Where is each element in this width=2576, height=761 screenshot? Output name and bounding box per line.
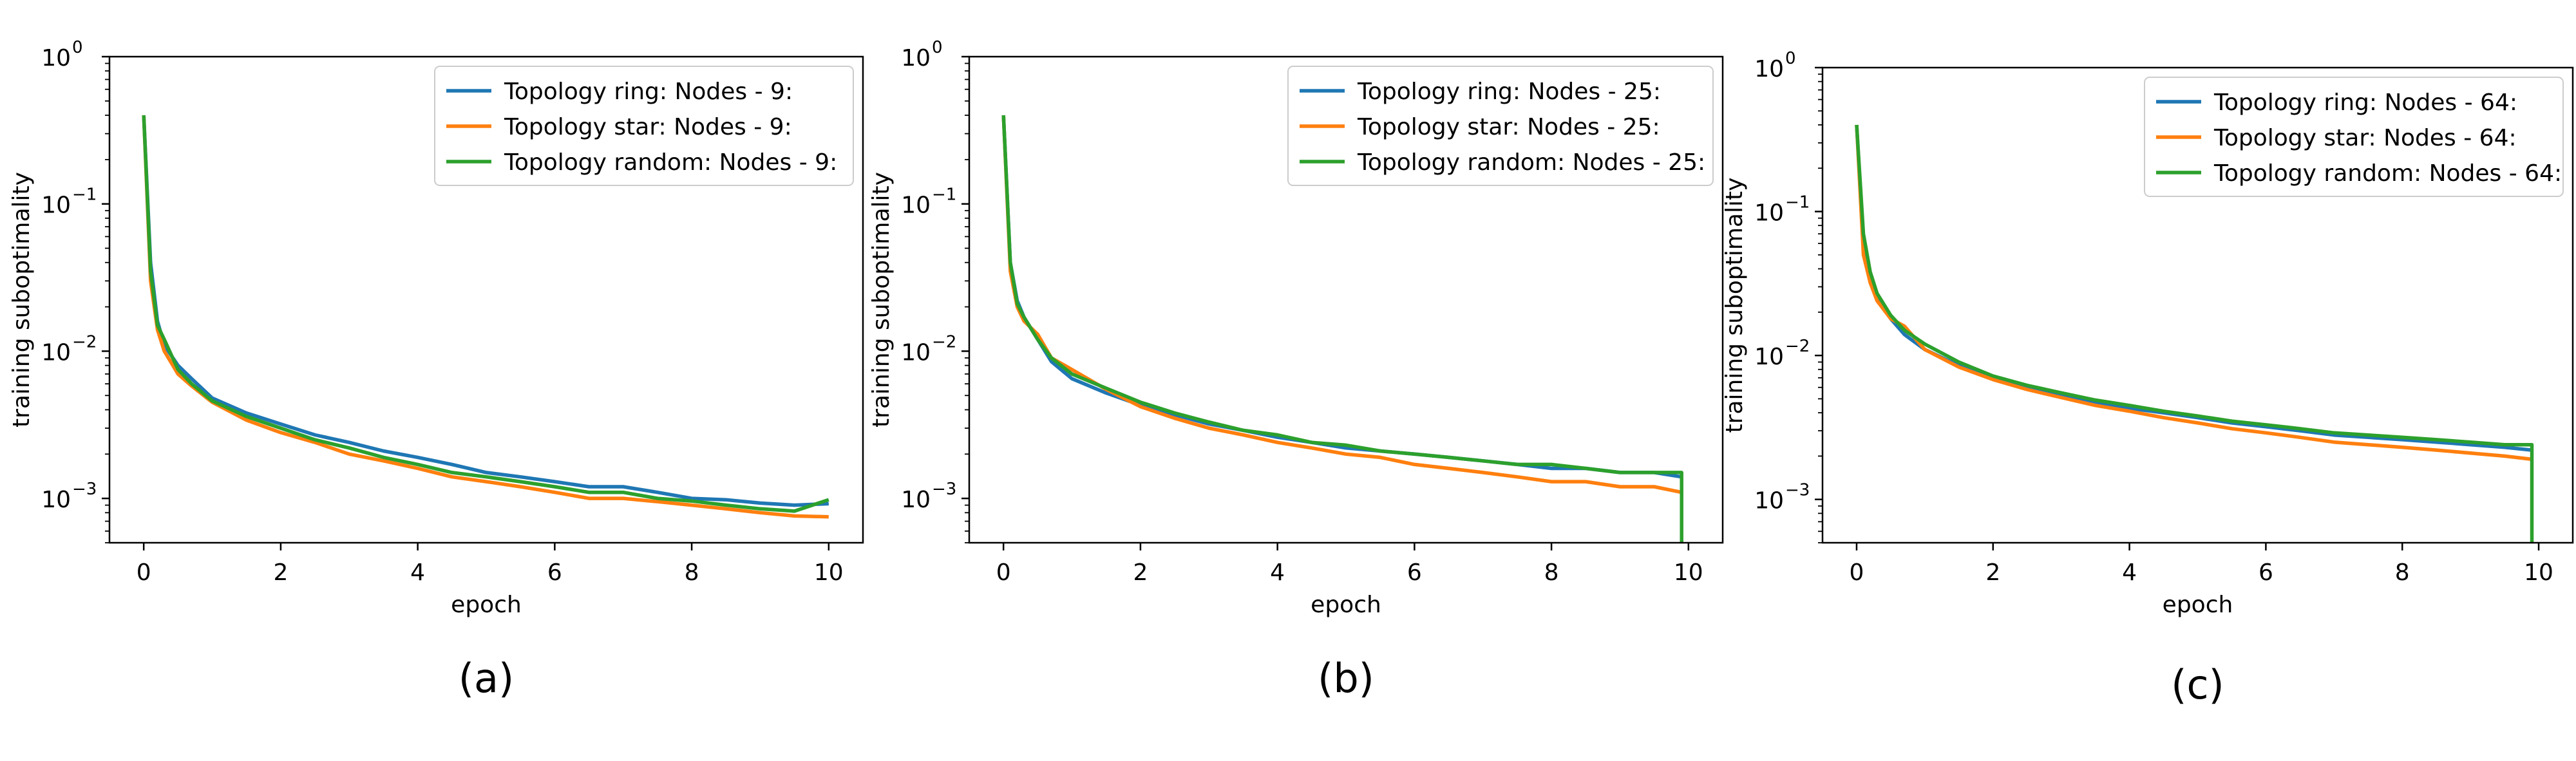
x-tick-label: 6	[1407, 559, 1422, 586]
legend-label-ring: Topology ring: Nodes - 9:	[504, 79, 793, 105]
y-tick-exponent: −1	[932, 185, 956, 205]
x-tick-label: 2	[273, 559, 288, 586]
x-tick-label: 4	[410, 559, 425, 586]
x-tick-label: 8	[1544, 559, 1559, 586]
legend-box	[434, 66, 854, 186]
y-tick-exponent: 0	[1785, 49, 1796, 68]
y-tick-label: 10	[41, 487, 71, 513]
y-tick-label: 10	[41, 339, 71, 366]
x-tick-label: 0	[1850, 559, 1864, 586]
plot-frame	[108, 55, 864, 544]
y-tick-exponent: −2	[932, 332, 956, 352]
legend-box	[2144, 77, 2564, 197]
series-line-star	[142, 115, 829, 519]
y-tick-exponent: −1	[1785, 193, 1810, 212]
legend-label-ring: Topology ring: Nodes - 64:	[2213, 89, 2517, 116]
y-tick-label: 10	[901, 487, 931, 513]
x-tick-label: 2	[1133, 559, 1148, 586]
legend-label-random: Topology random: Nodes - 64:	[2213, 160, 2562, 187]
y-tick-exponent: 0	[72, 38, 83, 57]
x-tick-label: 10	[2524, 559, 2553, 586]
legend-box	[1287, 66, 1714, 186]
legend-label-random: Topology random: Nodes - 9:	[504, 149, 837, 176]
x-tick-label: 10	[814, 559, 844, 586]
legend: Topology ring: Nodes - 9: Topology star: …	[434, 66, 854, 186]
x-tick-label: 8	[2395, 559, 2410, 586]
y-tick-label: 10	[41, 45, 71, 71]
x-axis-label: epoch	[1311, 592, 1381, 618]
panel-caption: (c)	[2171, 661, 2224, 708]
series-line-random	[1855, 124, 2534, 543]
y-tick-label: 10	[1754, 344, 1784, 370]
x-tick-label: 0	[996, 559, 1011, 586]
legend-label-random: Topology random: Nodes - 25:	[1357, 149, 1705, 176]
series-line-random	[1001, 115, 1683, 543]
y-tick-exponent: −1	[72, 185, 97, 205]
x-tick-label: 4	[1270, 559, 1285, 586]
y-axis-label: training suboptimality	[1721, 178, 1748, 433]
y-tick-label: 10	[1754, 488, 1784, 514]
series-line-star	[1001, 115, 1682, 494]
y-axis-label: training suboptimality	[8, 172, 35, 427]
y-tick-exponent: −3	[1785, 481, 1810, 500]
legend-label-star: Topology star: Nodes - 64:	[2213, 125, 2517, 151]
x-tick-label: 10	[1674, 559, 1703, 586]
y-tick-exponent: −3	[932, 480, 956, 499]
panel-caption: (b)	[1318, 655, 1374, 702]
x-tick-label: 0	[137, 559, 151, 586]
panel-caption: (a)	[459, 655, 514, 702]
y-tick-label: 10	[41, 193, 71, 219]
legend-label-star: Topology star: Nodes - 9:	[504, 114, 792, 140]
series-line-random	[142, 115, 829, 513]
y-tick-exponent: 0	[932, 38, 943, 57]
y-tick-exponent: −2	[72, 332, 97, 352]
y-tick-label: 10	[1754, 56, 1784, 82]
legend-label-star: Topology star: Nodes - 25:	[1357, 114, 1660, 140]
x-tick-label: 6	[547, 559, 562, 586]
x-axis-label: epoch	[2163, 592, 2233, 618]
y-tick-label: 10	[901, 193, 931, 219]
y-tick-label: 10	[1754, 200, 1784, 227]
plot-frame	[968, 55, 1724, 544]
y-tick-label: 10	[901, 339, 931, 366]
x-axis-label: epoch	[451, 592, 522, 618]
series-line-star	[1855, 124, 2532, 462]
legend-label-ring: Topology ring: Nodes - 25:	[1357, 79, 1661, 105]
x-tick-label: 8	[685, 559, 699, 586]
y-tick-exponent: −2	[1785, 337, 1810, 356]
x-tick-label: 2	[1985, 559, 2000, 586]
legend: Topology ring: Nodes - 64: Topology star:…	[2144, 77, 2564, 197]
x-tick-label: 4	[2122, 559, 2137, 586]
y-axis-label: training suboptimality	[868, 172, 895, 427]
y-tick-exponent: −3	[72, 480, 97, 499]
y-tick-label: 10	[901, 45, 931, 71]
x-tick-label: 6	[2259, 559, 2273, 586]
legend: Topology ring: Nodes - 25: Topology star:…	[1287, 66, 1714, 186]
plot-frame	[1821, 66, 2574, 544]
